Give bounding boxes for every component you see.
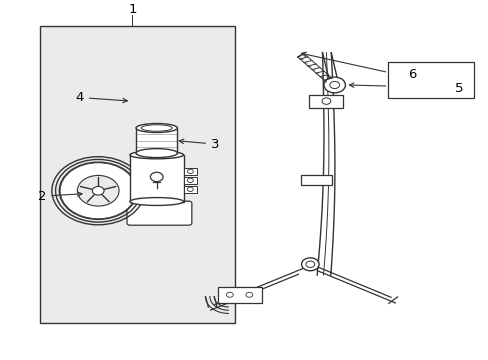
- Bar: [183, 177, 197, 184]
- Text: 3: 3: [179, 138, 219, 150]
- Bar: [130, 155, 183, 202]
- Ellipse shape: [136, 149, 177, 158]
- Text: 4: 4: [75, 91, 127, 104]
- Bar: [387, 62, 473, 98]
- Bar: [309, 95, 343, 108]
- Circle shape: [92, 186, 104, 195]
- Text: 5: 5: [454, 82, 462, 95]
- Bar: [183, 186, 197, 193]
- Text: 6: 6: [407, 68, 416, 81]
- Text: 1: 1: [128, 3, 136, 16]
- Text: 2: 2: [38, 190, 82, 203]
- Circle shape: [301, 258, 319, 271]
- Ellipse shape: [130, 151, 183, 159]
- Bar: [217, 287, 261, 303]
- Bar: [300, 175, 331, 185]
- Circle shape: [324, 77, 345, 93]
- Bar: [183, 168, 197, 175]
- Bar: [40, 26, 234, 323]
- Ellipse shape: [130, 198, 183, 206]
- Circle shape: [77, 175, 119, 206]
- Circle shape: [60, 163, 136, 219]
- Bar: [136, 128, 177, 153]
- Ellipse shape: [136, 123, 177, 132]
- FancyBboxPatch shape: [127, 201, 191, 225]
